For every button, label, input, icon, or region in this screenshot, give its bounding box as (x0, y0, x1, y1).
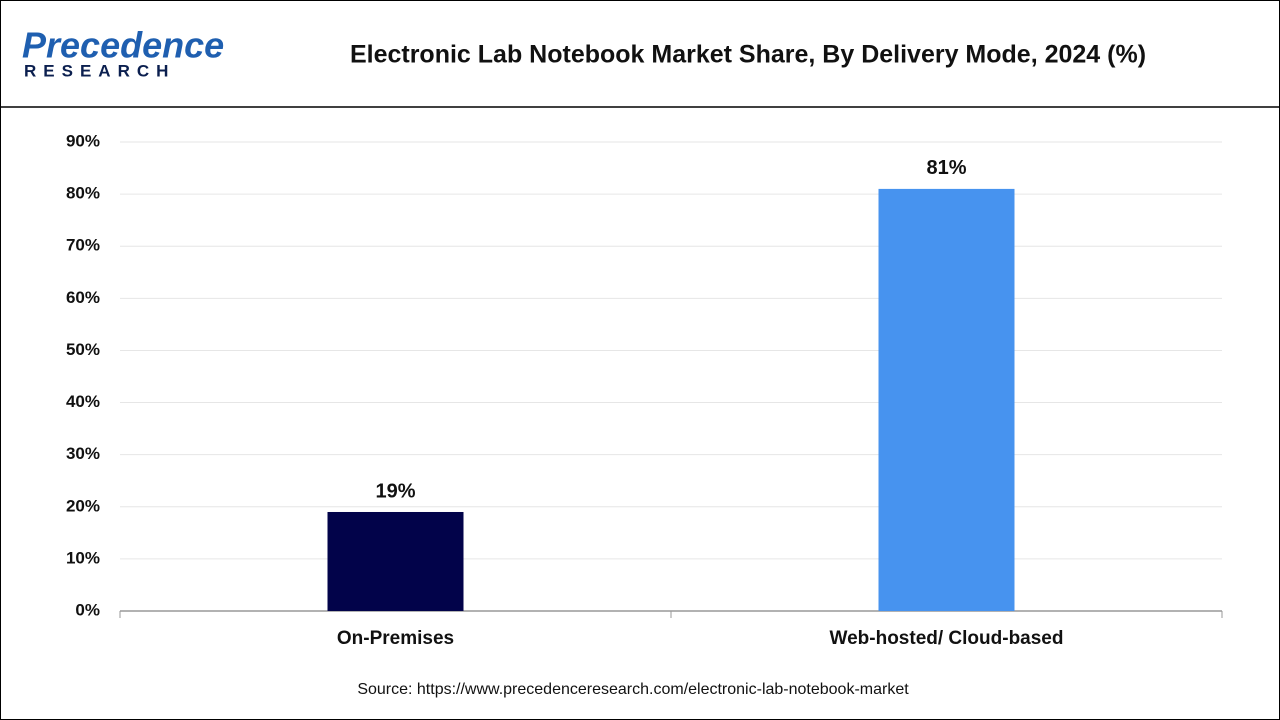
y-tick-label: 90% (66, 131, 100, 150)
logo-name: Precedence (22, 25, 224, 66)
chart-title: Electronic Lab Notebook Market Share, By… (350, 41, 1146, 69)
value-label: 19% (375, 480, 415, 502)
y-tick-label: 40% (66, 392, 100, 411)
y-tick-label: 70% (66, 236, 100, 255)
y-tick-label: 10% (66, 548, 100, 567)
source: Source: https://www.precedenceresearch.c… (357, 681, 909, 698)
bar (878, 188, 1015, 611)
y-tick-label: 0% (75, 600, 100, 619)
y-tick-label: 20% (66, 496, 100, 515)
x-tick-label: On-Premises (337, 628, 454, 649)
x-tick-label: Web-hosted/ Cloud-based (830, 628, 1064, 649)
y-tick-label: 50% (66, 340, 100, 359)
y-tick-label: 60% (66, 288, 100, 307)
bar (327, 511, 464, 611)
logo-tagline: RESEARCH (24, 61, 175, 80)
value-label: 81% (926, 157, 966, 179)
y-tick-label: 80% (66, 184, 100, 203)
y-tick-label: 30% (66, 444, 100, 463)
